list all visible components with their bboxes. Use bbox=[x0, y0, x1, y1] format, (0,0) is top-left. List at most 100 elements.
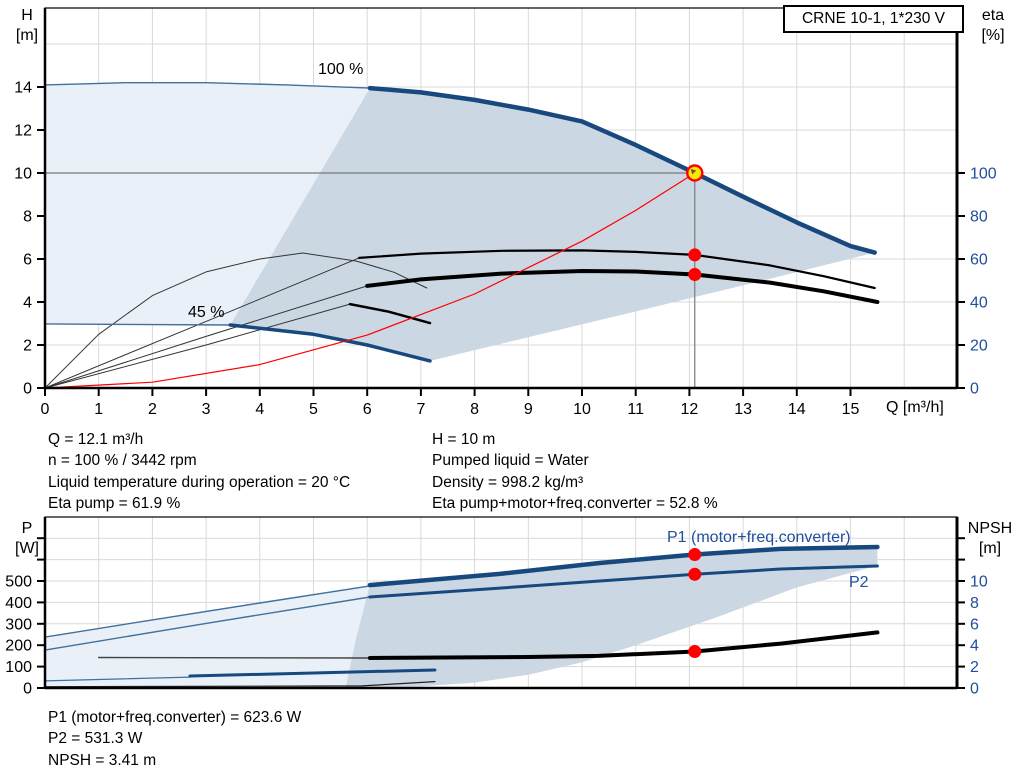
speed-range-light-area bbox=[45, 82, 370, 325]
y2-tick-label: 0 bbox=[970, 681, 979, 698]
y2-tick-label: 8 bbox=[970, 595, 979, 612]
eta-fan-line-3 bbox=[44, 303, 351, 389]
y2-tick-label: 40 bbox=[970, 295, 988, 312]
y-tick-label: 500 bbox=[5, 574, 32, 591]
p-axis-label: P [W] bbox=[8, 519, 46, 559]
y2-tick-label: 2 bbox=[970, 659, 979, 676]
h-q-45-curve bbox=[228, 323, 432, 363]
eta-total-curve bbox=[365, 269, 880, 304]
p1-point bbox=[688, 548, 702, 562]
p1-curve-thin bbox=[44, 585, 371, 638]
y-tick-label: 0 bbox=[23, 681, 32, 698]
y-tick-label: 10 bbox=[14, 166, 32, 183]
operating-envelope-area bbox=[230, 88, 875, 361]
x-tick-label: 5 bbox=[309, 401, 318, 418]
y2-tick-label: 0 bbox=[970, 381, 979, 398]
eta-axis-label: eta [%] bbox=[970, 6, 1016, 46]
operating-info-left: Q = 12.1 m³/h n = 100 % / 3442 rpm Liqui… bbox=[48, 429, 350, 515]
y-tick-label: 2 bbox=[23, 338, 32, 355]
y-tick-label: 8 bbox=[23, 209, 32, 226]
eta-fan-line-2 bbox=[44, 285, 368, 389]
h-axis-symbol: H bbox=[21, 7, 33, 24]
info-line-p2: P2 = 531.3 W bbox=[48, 730, 143, 748]
low-speed-line-black bbox=[44, 681, 436, 688]
x-tick-label: 14 bbox=[788, 401, 806, 418]
speed-100-label: 100 % bbox=[318, 61, 364, 78]
p2-curve bbox=[368, 564, 879, 599]
npsh-point bbox=[688, 645, 702, 659]
y-tick-label: 0 bbox=[23, 381, 32, 398]
p2-curve-thin bbox=[44, 596, 371, 651]
pump-model-title: CRNE 10-1, 1*230 V bbox=[801, 10, 946, 27]
eta-axis-symbol: eta bbox=[981, 7, 1005, 24]
x-tick-label: 12 bbox=[681, 401, 699, 418]
info-line-q: Q = 12.1 m³/h bbox=[48, 431, 144, 448]
y2-tick-label: 100 bbox=[970, 166, 997, 183]
npsh-curve bbox=[367, 630, 880, 660]
info-line-npsh: NPSH = 3.41 m bbox=[48, 751, 157, 769]
power-envelope-area bbox=[345, 547, 878, 688]
q-axis-label: Q [m³/h] bbox=[886, 399, 944, 416]
p2-point bbox=[688, 567, 702, 581]
p1-curve bbox=[367, 544, 880, 588]
x-tick-label: 15 bbox=[842, 401, 860, 418]
x-tick-label: 0 bbox=[41, 401, 50, 418]
eta-45-curve bbox=[348, 302, 432, 325]
x-tick-label: 13 bbox=[734, 401, 752, 418]
operating-info-right: H = 10 m Pumped liquid = Water Density =… bbox=[432, 429, 718, 515]
info-line-eta-total: Eta pump+motor+freq.converter = 52.8 % bbox=[432, 495, 718, 513]
eta-fan-line-1 bbox=[44, 257, 360, 389]
y2-tick-label: 10 bbox=[970, 574, 988, 591]
p-axis-symbol: P bbox=[21, 520, 33, 537]
npsh-curve-thin bbox=[98, 656, 371, 659]
power-info: P1 (motor+freq.converter) = 623.6 W P2 =… bbox=[48, 707, 301, 771]
x-tick-label: 10 bbox=[573, 401, 591, 418]
y2-tick-label: 6 bbox=[970, 616, 979, 633]
y-tick-label: 200 bbox=[5, 638, 32, 655]
y-tick-label: 12 bbox=[14, 123, 32, 140]
eta-total-point bbox=[688, 267, 702, 281]
y-tick-label: 14 bbox=[14, 80, 32, 97]
y-tick-label: 300 bbox=[5, 616, 32, 633]
eta-arc-curve bbox=[44, 252, 428, 389]
x-tick-label: 4 bbox=[255, 401, 264, 418]
info-line-p1: P1 (motor+freq.converter) = 623.6 W bbox=[48, 709, 302, 726]
p-axis-unit: [W] bbox=[15, 540, 39, 557]
h-q-100-curve bbox=[367, 85, 877, 255]
low-speed-curve-blue bbox=[188, 668, 437, 678]
p2-curve-label: P2 bbox=[849, 574, 869, 591]
x-tick-label: 9 bbox=[524, 401, 533, 418]
info-line-liquid: Pumped liquid = Water bbox=[432, 452, 589, 470]
title-box: CRNE 10-1, 1*230 V bbox=[783, 5, 964, 33]
info-line-h: H = 10 m bbox=[432, 431, 496, 448]
h-axis-label: H [m] bbox=[8, 6, 46, 46]
npsh-axis-label: NPSH [m] bbox=[960, 519, 1020, 559]
y2-tick-label: 60 bbox=[970, 252, 988, 269]
h-q-45-curve-thin bbox=[44, 323, 231, 326]
x-tick-label: 6 bbox=[363, 401, 372, 418]
info-line-density: Density = 998.2 kg/m³ bbox=[432, 473, 584, 491]
y2-tick-label: 4 bbox=[970, 638, 979, 655]
low-speed-line-blue bbox=[44, 676, 191, 682]
x-tick-label: 1 bbox=[94, 401, 103, 418]
y-tick-label: 100 bbox=[5, 659, 32, 676]
npsh-axis-unit: [m] bbox=[978, 540, 1002, 557]
y-tick-label: 4 bbox=[23, 295, 32, 312]
x-tick-label: 3 bbox=[202, 401, 211, 418]
info-line-temperature: Liquid temperature during operation = 20… bbox=[48, 473, 351, 491]
h-q-100-curve-thin bbox=[44, 82, 371, 89]
affinity-parabola bbox=[44, 172, 696, 389]
p1-curve-label: P1 (motor+freq.converter) bbox=[667, 529, 851, 546]
x-tick-label: 7 bbox=[416, 401, 425, 418]
y-tick-label: 400 bbox=[5, 595, 32, 612]
duty-point-marker bbox=[686, 164, 704, 182]
speed-45-label: 45 % bbox=[188, 304, 225, 321]
duty-point-arrow bbox=[690, 169, 697, 175]
info-line-eta-pump: Eta pump = 61.9 % bbox=[48, 495, 181, 513]
eta-axis-unit: [%] bbox=[981, 27, 1005, 44]
info-line-n: n = 100 % / 3442 rpm bbox=[48, 452, 197, 470]
x-tick-label: 8 bbox=[470, 401, 479, 418]
eta-pump-point bbox=[688, 248, 702, 262]
h-axis-unit: [m] bbox=[15, 27, 39, 44]
